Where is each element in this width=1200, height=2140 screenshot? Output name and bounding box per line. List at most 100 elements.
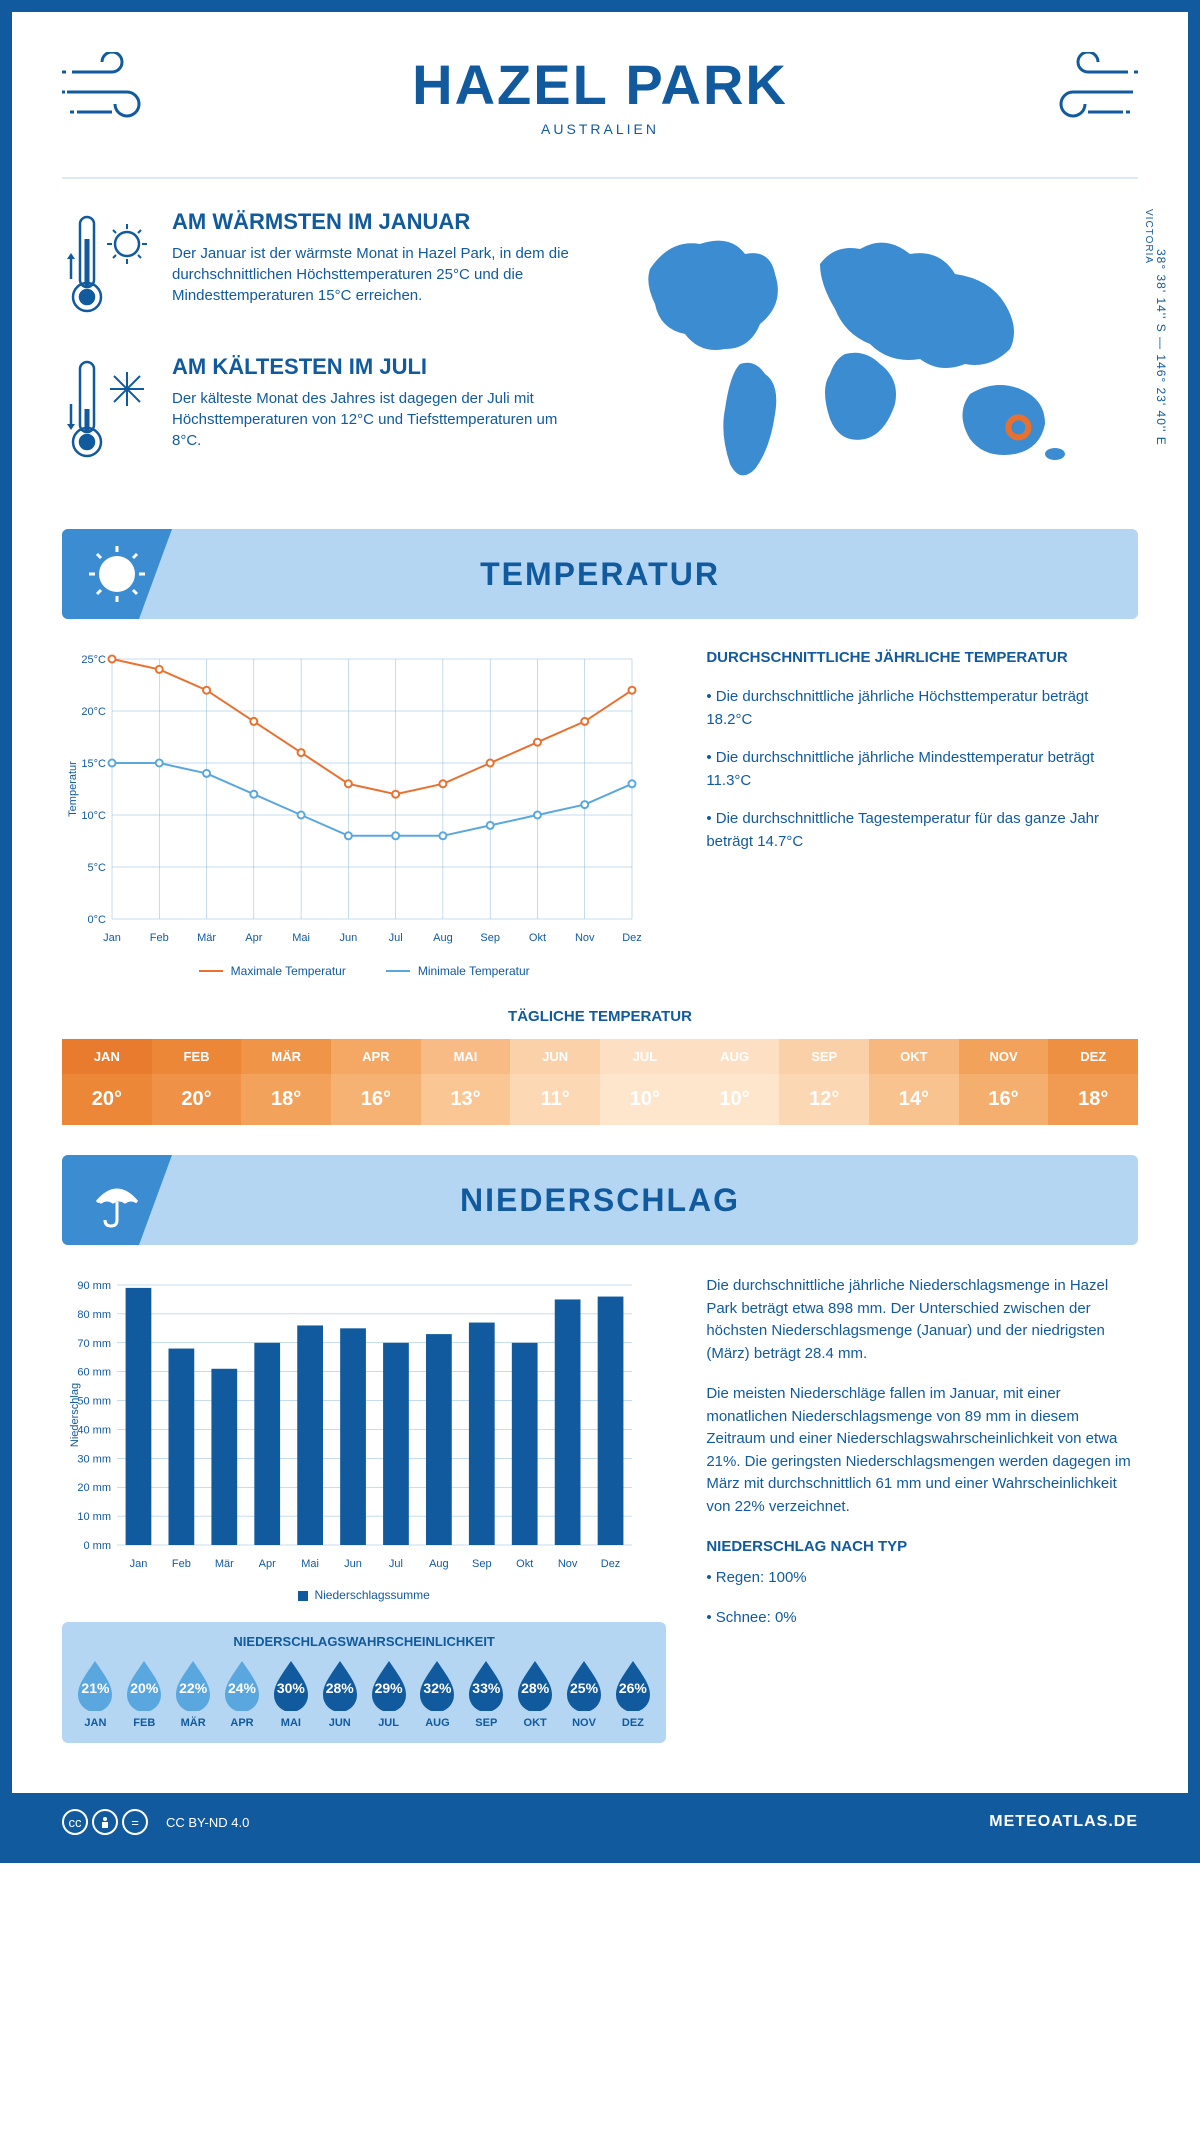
svg-text:Jun: Jun — [339, 932, 357, 944]
daily-temp-month: OKT — [869, 1039, 959, 1074]
precip-para-1: Die durchschnittliche jährliche Niedersc… — [706, 1275, 1138, 1365]
prob-drop: 29% JUL — [365, 1659, 412, 1729]
svg-text:25°C: 25°C — [81, 654, 106, 666]
legend-min-label: Minimale Temperatur — [418, 964, 530, 978]
prob-month: MAI — [267, 1717, 314, 1729]
temp-bullet-2: • Die durchschnittliche jährliche Mindes… — [706, 747, 1138, 792]
coldest-title: AM KÄLTESTEN IM JULI — [172, 354, 580, 380]
svg-text:90 mm: 90 mm — [77, 1280, 111, 1292]
svg-text:Mär: Mär — [197, 932, 216, 944]
daily-temp-value: 18° — [1048, 1074, 1138, 1125]
prob-value: 28% — [326, 1680, 354, 1696]
warmest-title: AM WÄRMSTEN IM JANUAR — [172, 209, 580, 235]
daily-temp-col: JUN 11° — [510, 1039, 600, 1125]
daily-temp-value: 20° — [62, 1074, 152, 1125]
svg-text:Okt: Okt — [516, 1558, 533, 1570]
svg-text:Feb: Feb — [150, 932, 169, 944]
temperature-banner: TEMPERATUR — [62, 529, 1138, 619]
footer: cc = CC BY-ND 4.0 METEOATLAS.DE — [12, 1793, 1188, 1851]
daily-temp-col: OKT 14° — [869, 1039, 959, 1125]
prob-month: JUL — [365, 1717, 412, 1729]
precip-title: NIEDERSCHLAG — [460, 1182, 740, 1219]
prob-month: MÄR — [170, 1717, 217, 1729]
prob-drop: 28% OKT — [512, 1659, 559, 1729]
thermometer-snow-icon — [62, 354, 152, 469]
svg-text:Apr: Apr — [245, 932, 262, 944]
daily-temp-value: 16° — [959, 1074, 1049, 1125]
svg-text:Jun: Jun — [344, 1558, 362, 1570]
intro-section: AM WÄRMSTEN IM JANUAR Der Januar ist der… — [62, 209, 1138, 499]
warmest-fact: AM WÄRMSTEN IM JANUAR Der Januar ist der… — [62, 209, 580, 324]
prob-month: AUG — [414, 1717, 461, 1729]
daily-temp-value: 13° — [421, 1074, 511, 1125]
coldest-fact: AM KÄLTESTEN IM JULI Der kälteste Monat … — [62, 354, 580, 469]
prob-month: APR — [219, 1717, 266, 1729]
prob-value: 21% — [81, 1680, 109, 1696]
daily-temp-col: JAN 20° — [62, 1039, 152, 1125]
license-text: CC BY-ND 4.0 — [166, 1815, 249, 1830]
temperature-title: TEMPERATUR — [480, 556, 720, 593]
precip-legend-label: Niederschlagssumme — [314, 1588, 429, 1602]
prob-value: 30% — [277, 1680, 305, 1696]
prob-value: 22% — [179, 1680, 207, 1696]
header: HAZEL PARK AUSTRALIEN — [62, 52, 1138, 137]
precip-type-2: • Schnee: 0% — [706, 1607, 1138, 1630]
svg-text:Dez: Dez — [622, 932, 642, 944]
svg-text:Jul: Jul — [389, 1558, 403, 1570]
prob-month: JUN — [316, 1717, 363, 1729]
daily-temp-col: FEB 20° — [152, 1039, 242, 1125]
svg-text:70 mm: 70 mm — [77, 1338, 111, 1350]
daily-temp-col: MÄR 18° — [241, 1039, 331, 1125]
temperature-line-chart: 0°C5°C10°C15°C20°C25°CJanFebMärAprMaiJun… — [62, 649, 666, 978]
precip-chart-legend: Niederschlagssumme — [62, 1588, 666, 1602]
prob-value: 26% — [619, 1680, 647, 1696]
daily-temp-month: FEB — [152, 1039, 242, 1074]
prob-drop: 30% MAI — [267, 1659, 314, 1729]
world-map — [620, 209, 1100, 489]
prob-value: 28% — [521, 1680, 549, 1696]
temp-bullet-3: • Die durchschnittliche Tagestemperatur … — [706, 808, 1138, 853]
daily-temp-col: AUG 10° — [690, 1039, 780, 1125]
prob-title: NIEDERSCHLAGSWAHRSCHEINLICHKEIT — [72, 1622, 656, 1659]
daily-temp-table: JAN 20° FEB 20° MÄR 18° APR 16° MAI 13° … — [62, 1039, 1138, 1125]
svg-text:Sep: Sep — [472, 1558, 492, 1570]
prob-value: 29% — [375, 1680, 403, 1696]
svg-text:20°C: 20°C — [81, 706, 106, 718]
temperature-summary: DURCHSCHNITTLICHE JÄHRLICHE TEMPERATUR •… — [706, 649, 1138, 978]
daily-temp-value: 20° — [152, 1074, 242, 1125]
umbrella-icon — [62, 1155, 172, 1245]
precip-probability-box: NIEDERSCHLAGSWAHRSCHEINLICHKEIT 21% JAN … — [62, 1622, 666, 1743]
svg-text:Temperatur: Temperatur — [67, 761, 79, 817]
precip-para-2: Die meisten Niederschläge fallen im Janu… — [706, 1383, 1138, 1518]
daily-temp-value: 18° — [241, 1074, 331, 1125]
prob-month: JAN — [72, 1717, 119, 1729]
precip-banner: NIEDERSCHLAG — [62, 1155, 1138, 1245]
svg-text:5°C: 5°C — [88, 862, 107, 874]
daily-temp-month: APR — [331, 1039, 421, 1074]
daily-temp-col: DEZ 18° — [1048, 1039, 1138, 1125]
svg-text:Dez: Dez — [601, 1558, 621, 1570]
prob-month: FEB — [121, 1717, 168, 1729]
daily-temp-col: JUL 10° — [600, 1039, 690, 1125]
temp-bullet-1: • Die durchschnittliche jährliche Höchst… — [706, 686, 1138, 731]
svg-text:Jan: Jan — [103, 932, 121, 944]
svg-text:Mai: Mai — [301, 1558, 319, 1570]
svg-text:Jul: Jul — [389, 932, 403, 944]
daily-temp-title: TÄGLICHE TEMPERATUR — [62, 1008, 1138, 1025]
svg-text:Jan: Jan — [130, 1558, 148, 1570]
daily-temp-month: MAI — [421, 1039, 511, 1074]
daily-temp-month: JUL — [600, 1039, 690, 1074]
prob-drop: 28% JUN — [316, 1659, 363, 1729]
daily-temp-month: DEZ — [1048, 1039, 1138, 1074]
svg-text:Okt: Okt — [529, 932, 546, 944]
nd-icon: = — [122, 1809, 148, 1835]
by-icon — [92, 1809, 118, 1835]
prob-drop: 20% FEB — [121, 1659, 168, 1729]
svg-text:40 mm: 40 mm — [77, 1424, 111, 1436]
region-label: VICTORIA — [1143, 209, 1154, 264]
prob-value: 32% — [423, 1680, 451, 1696]
daily-temp-col: MAI 13° — [421, 1039, 511, 1125]
temp-summary-heading: DURCHSCHNITTLICHE JÄHRLICHE TEMPERATUR — [706, 649, 1138, 666]
daily-temp-value: 10° — [690, 1074, 780, 1125]
svg-text:15°C: 15°C — [81, 758, 106, 770]
